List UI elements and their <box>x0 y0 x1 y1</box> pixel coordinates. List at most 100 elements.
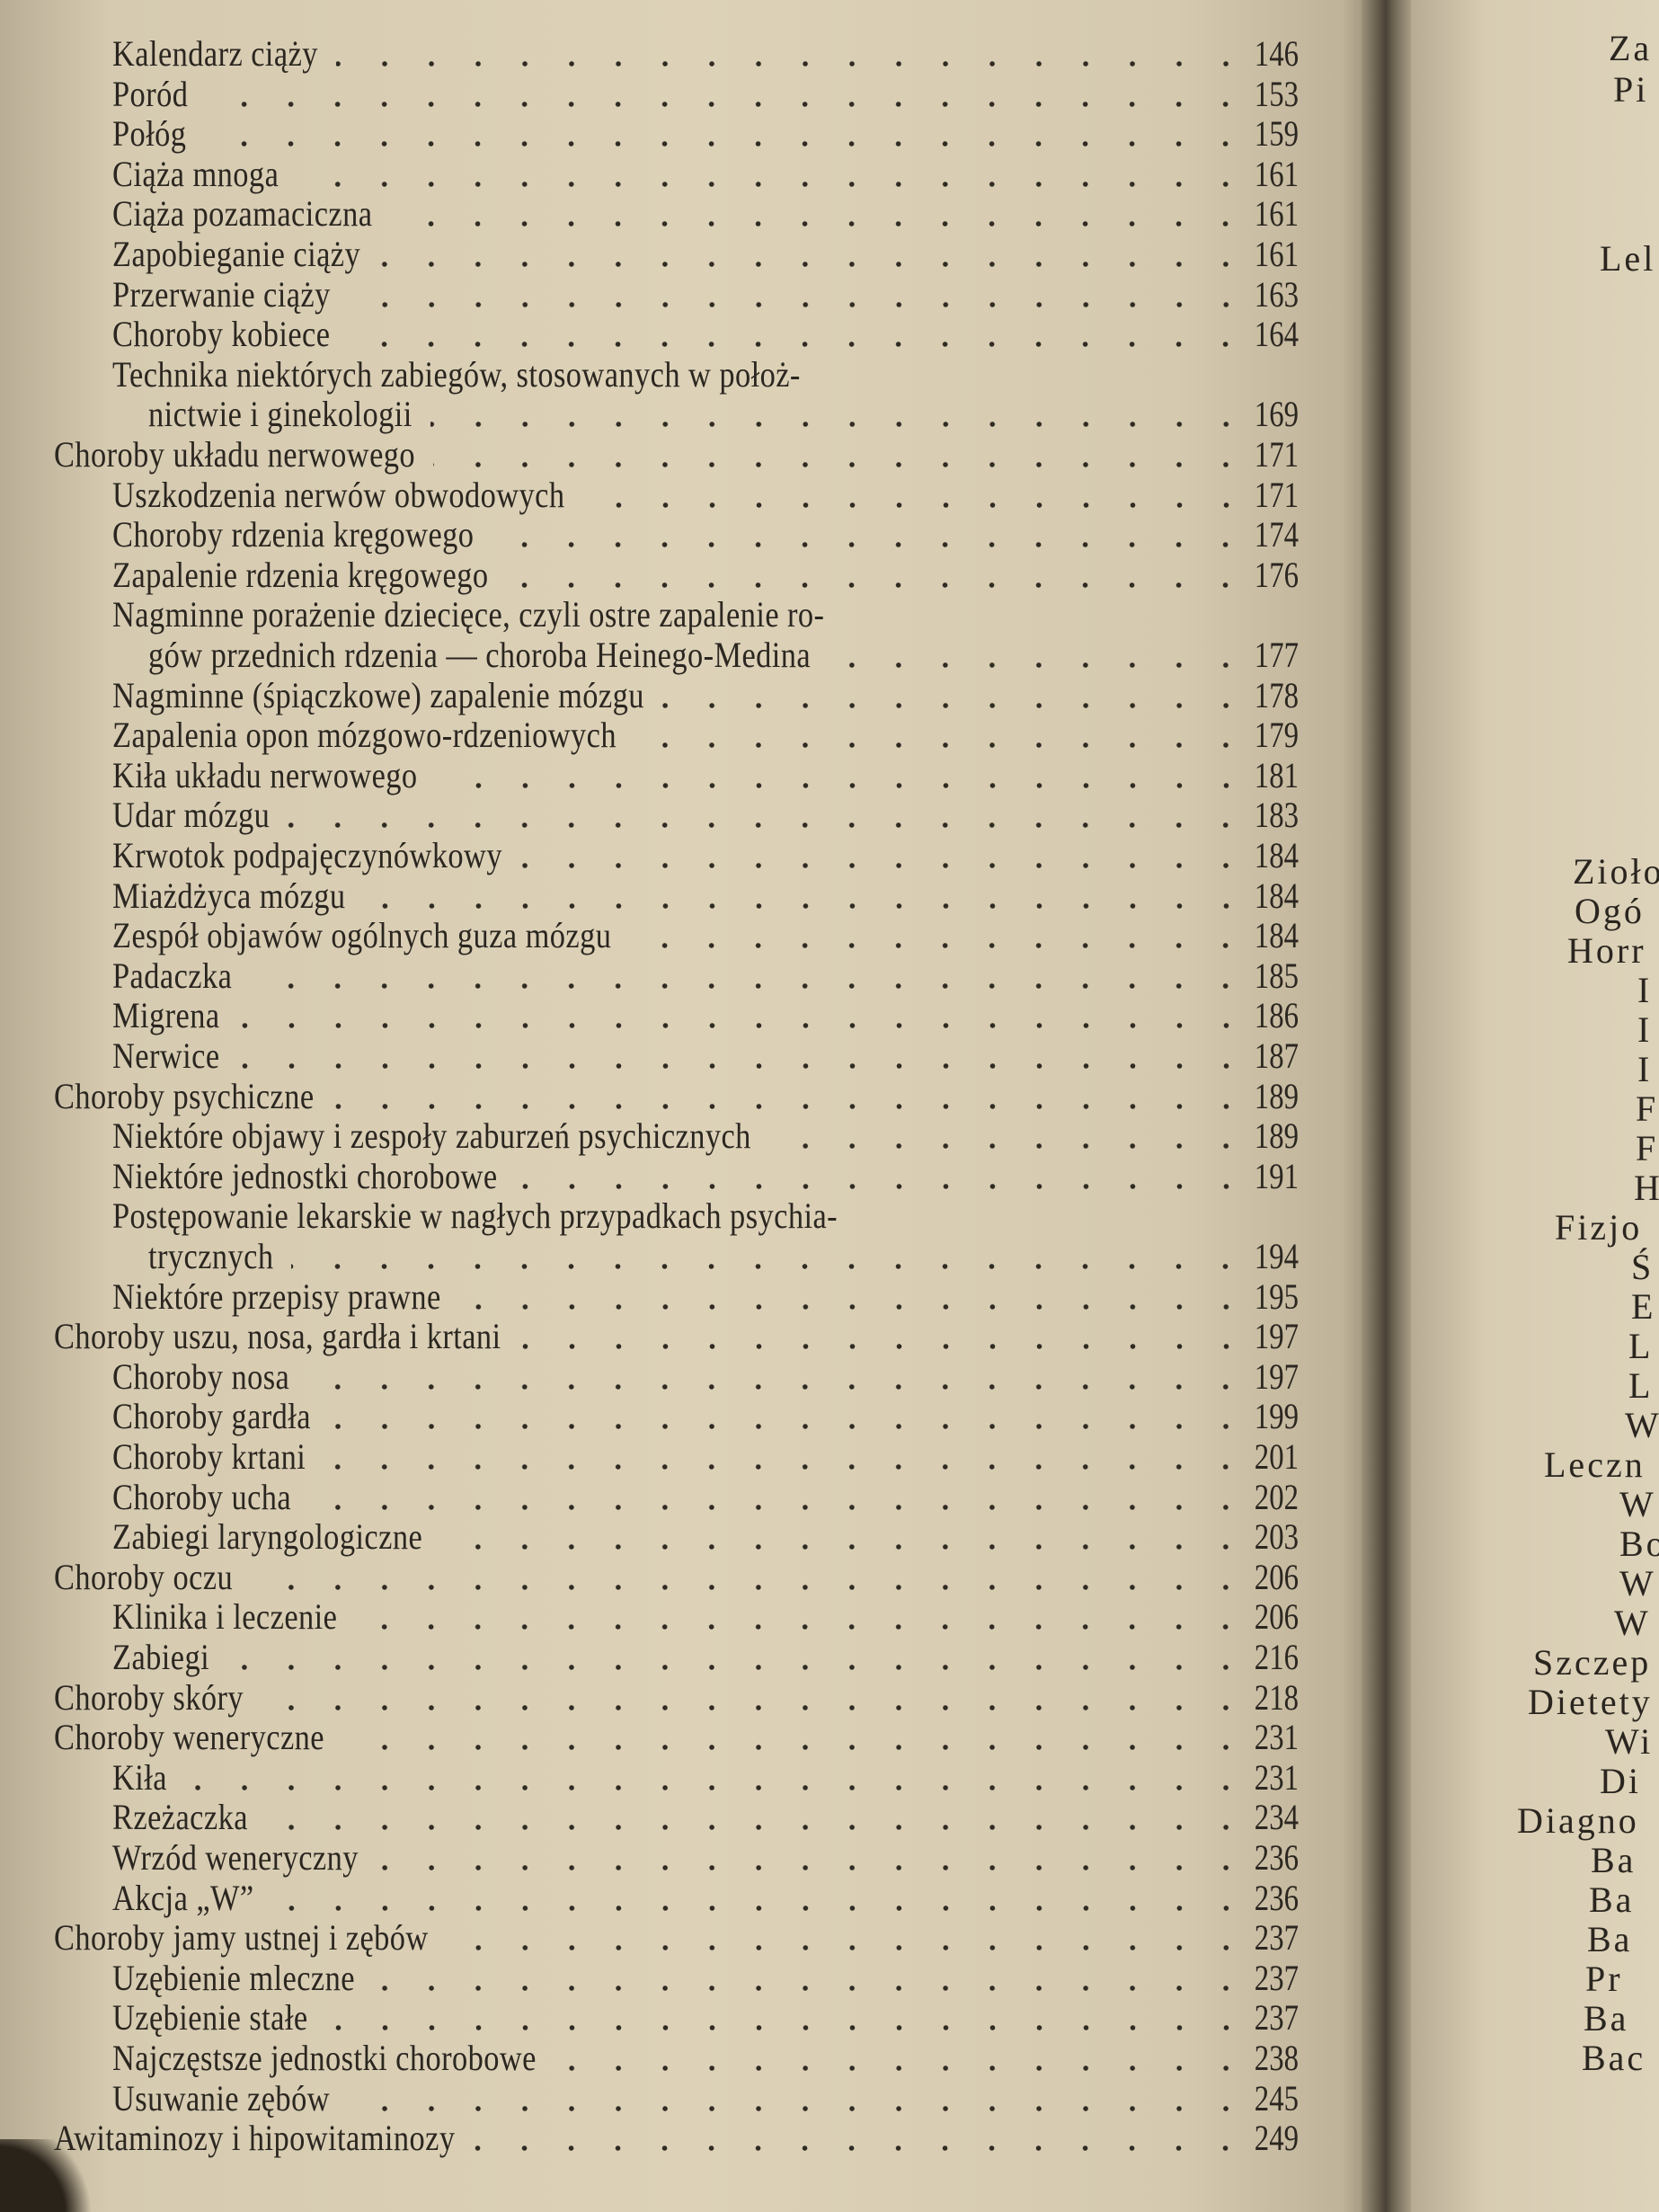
toc-entry: Niektóre objawy i zespoły zaburzeń psych… <box>0 1116 1330 1156</box>
toc-entry-title: Padaczka <box>112 955 233 996</box>
right-page-fragment: I <box>1637 970 1653 1010</box>
toc-entry: Kalendarz ciąży 146 <box>0 34 1330 74</box>
toc-entry-title: Choroby ucha <box>112 1477 292 1517</box>
dot-leader <box>250 983 1249 989</box>
toc-page-number: 164 <box>1254 314 1299 354</box>
dot-leader <box>309 1505 1249 1510</box>
toc-entry: Choroby skóry 218 <box>0 1678 1330 1718</box>
toc-entry-title: Choroby gardła <box>112 1396 311 1436</box>
toc-entry-title: gów przednich rdzenia — choroba Heinego-… <box>148 635 812 675</box>
toc-entry-title: Miażdżyca mózgu <box>112 875 346 916</box>
toc-entry-title: Postępowanie lekarskie w nagłych przypad… <box>112 1195 838 1236</box>
toc-entry: Uszkodzenia nerwów obwodowych 171 <box>0 475 1330 515</box>
dot-leader <box>433 462 1249 467</box>
right-page-fragment: L <box>1628 1326 1654 1366</box>
toc-entry-title: Klinika i leczenie <box>112 1596 338 1637</box>
toc-page-number: 176 <box>1254 555 1299 595</box>
right-page-fragment: Wi <box>1605 1721 1654 1762</box>
toc-page-number: 202 <box>1254 1477 1299 1517</box>
dot-leader <box>519 1344 1249 1349</box>
toc-page-number: 195 <box>1254 1276 1299 1317</box>
toc-entry-title: Ciąża mnoga <box>112 154 279 194</box>
dot-leader <box>492 542 1249 547</box>
toc-entry-title: Nerwice <box>112 1035 220 1076</box>
toc-entry: Uzębienie stałe 237 <box>0 1998 1330 2038</box>
toc-page-number: 184 <box>1254 915 1299 955</box>
right-page-fragment: Leczn <box>1544 1444 1646 1485</box>
dot-leader <box>184 1785 1249 1790</box>
toc-page-number: 236 <box>1254 1837 1299 1878</box>
toc-entry-title: Zespół objawów ogólnych guza mózgu <box>112 915 612 955</box>
dot-leader <box>582 502 1249 508</box>
toc-entry: Udar mózgu 183 <box>0 795 1330 835</box>
dot-leader <box>288 822 1249 828</box>
toc-entry: Akcja „W” 236 <box>0 1879 1330 1918</box>
dot-leader <box>342 1745 1249 1750</box>
dot-leader <box>324 1464 1249 1470</box>
dot-leader <box>661 703 1249 708</box>
right-page: Za Pi Lel Zioło Ogó Horr I I I F F H Fiz… <box>1411 0 1659 2212</box>
toc-entry: Choroby oczu 206 <box>0 1558 1330 1597</box>
dot-leader <box>634 742 1249 748</box>
toc-entry: Rzeżaczka 234 <box>0 1798 1330 1837</box>
toc-entry: Poród 153 <box>0 75 1330 114</box>
toc-entry: Padaczka 185 <box>0 956 1330 996</box>
toc-page-number: 236 <box>1254 1878 1299 1918</box>
book-gutter <box>1362 0 1415 2212</box>
toc-entry: Zapalenia opon mózgowo-rdzeniowych 179 <box>0 715 1330 755</box>
toc-entry: Niektóre jednostki chorobowe 191 <box>0 1157 1330 1196</box>
dot-leader <box>430 422 1249 427</box>
right-page-fragment: Bo <box>1619 1524 1659 1564</box>
toc-page-number: 161 <box>1254 234 1299 274</box>
toc-entry: Ciąża pozamaciczna 161 <box>0 194 1330 234</box>
toc-entry: Choroby gardła 199 <box>0 1397 1330 1436</box>
toc-entry-title: Niektóre objawy i zespoły zaburzeń psych… <box>112 1115 751 1156</box>
toc-entry-title: Technika niektórych zabiegów, stosowanyc… <box>112 354 801 395</box>
dot-leader <box>440 1544 1249 1550</box>
toc-entry: Zapalenie rdzenia kręgowego 176 <box>0 555 1330 595</box>
toc-page-number: 191 <box>1254 1156 1299 1196</box>
right-page-fragment: Za <box>1609 28 1653 68</box>
toc-page-number: 218 <box>1254 1677 1299 1718</box>
dot-leader <box>829 662 1249 668</box>
toc-page-number: 197 <box>1254 1316 1299 1356</box>
dot-leader <box>768 1143 1249 1149</box>
dot-leader <box>473 2145 1249 2151</box>
toc-entry-title: Choroby jamy ustnej i zębów <box>54 1917 429 1958</box>
toc-page-number: 185 <box>1254 955 1299 996</box>
toc-entry: Miażdżyca mózgu 184 <box>0 876 1330 916</box>
toc-entry: Choroby weneryczne 231 <box>0 1718 1330 1757</box>
toc-entry-title: Kalendarz ciąży <box>112 33 318 74</box>
toc-page-number: 237 <box>1254 1997 1299 2038</box>
right-page-fragment: Dietety <box>1528 1682 1653 1722</box>
toc-entry-title: Ciąża pozamaciczna <box>112 193 373 234</box>
toc-page-number: 189 <box>1254 1115 1299 1156</box>
right-page-fragment: W <box>1625 1405 1659 1445</box>
right-page-fragment: Pr <box>1585 1959 1623 1999</box>
toc-entry-title: Uzębienie stałe <box>112 1997 308 2038</box>
toc-entry: Migrena 186 <box>0 996 1330 1035</box>
toc-entry-title: Choroby skóry <box>54 1677 244 1718</box>
toc-page-number: 189 <box>1254 1076 1299 1116</box>
toc-page-number: 231 <box>1254 1757 1299 1798</box>
dot-leader <box>332 1104 1249 1109</box>
dot-leader <box>271 1906 1249 1911</box>
toc-entry-title: Usuwanie zębów <box>112 2078 330 2119</box>
dot-leader <box>251 1585 1249 1590</box>
toc-entry-title: Przerwanie ciąży <box>112 274 331 315</box>
dot-leader <box>515 1184 1249 1189</box>
dot-leader <box>204 141 1249 147</box>
toc-page-number: 171 <box>1254 475 1299 515</box>
toc-entry: Choroby jamy ustnej i zębów 237 <box>0 1918 1330 1958</box>
toc-entry: gów przednich rdzenia — choroba Heinego-… <box>0 635 1330 675</box>
toc-entry: Nerwice 187 <box>0 1036 1330 1076</box>
right-page-fragment: Diagno <box>1517 1800 1639 1841</box>
toc-entry-title: Poród <box>112 74 189 114</box>
toc-page-number: 203 <box>1254 1516 1299 1557</box>
dot-leader <box>237 1063 1249 1069</box>
toc-entry-title: Zabiegi laryngologiczne <box>112 1516 423 1557</box>
toc-entry-title: Niektóre jednostki chorobowe <box>112 1156 498 1196</box>
dot-leader <box>458 1304 1249 1310</box>
toc-entry-title: Kiła układu nerwowego <box>112 755 418 795</box>
toc-entry-title: Niektóre przepisy prawne <box>112 1276 441 1317</box>
